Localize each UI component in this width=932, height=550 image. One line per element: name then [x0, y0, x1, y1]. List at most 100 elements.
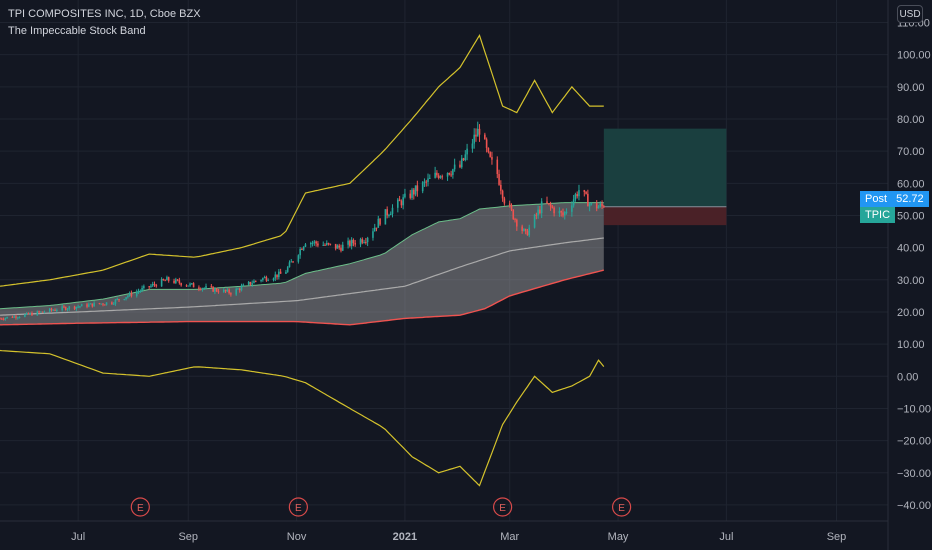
- candle-body: [313, 241, 316, 243]
- candle-body: [539, 209, 541, 214]
- candle-body: [130, 292, 133, 296]
- candle-body: [437, 175, 440, 178]
- candle-body: [462, 158, 465, 161]
- candle-body: [66, 308, 69, 310]
- candle-body: [98, 303, 101, 305]
- candle-body: [599, 203, 602, 207]
- candle-body: [285, 271, 287, 274]
- candle-body: [459, 164, 461, 168]
- candle-body: [537, 209, 539, 216]
- candle-body: [526, 230, 529, 236]
- candle-body: [2, 319, 5, 321]
- candle-body: [16, 317, 19, 319]
- candle-body: [535, 214, 538, 216]
- candle-body: [496, 159, 499, 175]
- candle-body: [361, 239, 364, 243]
- candle-body: [521, 226, 523, 231]
- candle-body: [302, 246, 305, 250]
- lower-band-line: [0, 269, 604, 326]
- candle-body: [428, 177, 431, 179]
- candle-body: [446, 172, 449, 177]
- candle-body: [464, 154, 467, 161]
- candle-body: [400, 201, 403, 206]
- candle-body: [301, 248, 303, 250]
- candle-body: [379, 218, 381, 225]
- candle-body: [487, 147, 490, 153]
- candle-body: [228, 289, 230, 294]
- candle-body: [279, 271, 282, 274]
- y-tick-label: 60.00: [897, 178, 925, 190]
- currency-button[interactable]: USD: [897, 5, 923, 23]
- candle-body: [546, 201, 548, 204]
- earnings-marker-label: E: [499, 503, 506, 514]
- candle-body: [452, 169, 454, 175]
- candle-body: [384, 209, 387, 225]
- y-tick-label: 50.00: [897, 210, 925, 222]
- candle-body: [597, 206, 600, 209]
- candle-body: [217, 291, 220, 293]
- candle-body: [80, 304, 83, 307]
- candle-body: [434, 172, 436, 178]
- candle-body: [139, 290, 142, 292]
- candle-body: [359, 239, 362, 245]
- candle-body: [237, 288, 239, 290]
- candle-body: [439, 176, 442, 178]
- candle-body: [260, 280, 262, 282]
- stop-zone: [603, 206, 727, 226]
- candle-body: [583, 190, 586, 192]
- candle-body: [13, 316, 16, 318]
- candle-body: [148, 286, 150, 288]
- candle-body: [166, 277, 168, 281]
- symbol-title[interactable]: TPI COMPOSITES INC, 1D, Cboe BZX: [8, 8, 201, 20]
- candle-body: [54, 309, 56, 311]
- candle-body: [91, 303, 94, 307]
- candle-body: [501, 190, 504, 199]
- candle-body: [292, 261, 294, 263]
- candle-body: [48, 308, 51, 312]
- candle-body: [389, 213, 392, 216]
- candle-body: [116, 299, 119, 301]
- y-tick-label: −20.00: [897, 436, 931, 448]
- candle-body: [214, 288, 216, 292]
- candle-body: [88, 304, 90, 307]
- candle-body: [475, 134, 477, 137]
- candle-body: [4, 318, 7, 320]
- candle-body: [105, 302, 108, 305]
- candle-body: [167, 277, 170, 281]
- candle-body: [79, 306, 81, 308]
- y-tick-label: −30.00: [897, 468, 931, 480]
- candle-body: [363, 242, 365, 244]
- x-tick-label: Sep: [178, 531, 198, 543]
- y-tick-label: 20.00: [897, 307, 925, 319]
- candle-body: [476, 128, 479, 137]
- candle-body: [551, 206, 554, 208]
- candle-body: [386, 209, 388, 216]
- candle-body: [286, 267, 289, 272]
- candle-body: [460, 158, 463, 168]
- candle-body: [503, 198, 506, 204]
- candle-body: [160, 279, 163, 287]
- candle-body: [127, 295, 129, 298]
- candle-body: [590, 203, 593, 205]
- candle-body: [215, 288, 218, 292]
- candle-body: [135, 291, 138, 296]
- price-axis: 110.00100.0090.0080.0070.0060.0050.0040.…: [897, 18, 931, 512]
- candle-body: [203, 287, 206, 289]
- candles: [0, 121, 605, 321]
- candle-body: [585, 191, 587, 194]
- candle-body: [448, 172, 451, 175]
- y-tick-label: 40.00: [897, 243, 925, 255]
- x-tick-label: Jul: [71, 531, 85, 543]
- candle-body: [75, 306, 78, 309]
- candle-body: [276, 274, 278, 278]
- candle-body: [201, 288, 204, 290]
- indicator-title[interactable]: The Impeccable Stock Band: [8, 25, 146, 37]
- candle-body: [61, 306, 63, 311]
- candle-body: [173, 280, 175, 283]
- candle-body: [397, 199, 399, 208]
- candle-body: [31, 313, 33, 316]
- earnings-marker: [611, 497, 632, 517]
- candle-body: [230, 293, 232, 295]
- candle-body: [77, 306, 79, 308]
